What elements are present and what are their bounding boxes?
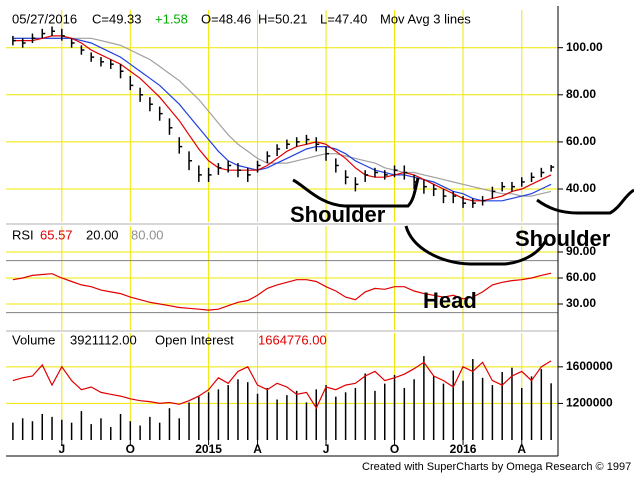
y-tick-label: 100.00 (566, 40, 603, 54)
y-tick-label: 30.00 (566, 296, 596, 310)
header-label: L=47.40 (320, 11, 367, 26)
header-label: 05/27/2016 (12, 11, 77, 26)
x-tick-label: 2016 (450, 442, 477, 456)
line-series (12, 272, 552, 311)
x-tick-label: A (517, 442, 526, 456)
header-label: 65.57 (40, 227, 73, 242)
grid-layer (6, 10, 558, 440)
header-label: +1.58 (155, 11, 188, 26)
header-label: Mov Avg 3 lines (380, 11, 471, 26)
x-tick-label: O (390, 442, 399, 456)
x-tick-label: O (126, 442, 135, 456)
hand-drawn-curve (292, 177, 420, 208)
y-tick-label: 60.00 (566, 270, 596, 284)
annotation: Head (423, 288, 477, 313)
header-label: 20.00 (86, 227, 119, 242)
header-label: Volume (12, 332, 55, 347)
header-label: H=50.21 (258, 11, 308, 26)
annotation: Shoulder (290, 202, 386, 227)
line-series (12, 37, 552, 202)
y-tick-label: 90.00 (566, 244, 596, 258)
y-tick-label: 80.00 (566, 87, 596, 101)
y-tick-label: 60.00 (566, 134, 596, 148)
line-series (12, 360, 552, 410)
line-series (12, 37, 552, 197)
y-tick-label: 1600000 (566, 359, 613, 373)
line-series (12, 35, 552, 202)
marks-layer: J O 2015 A J O 2016 A 05/27/2016 C=49.33 +1.58 O=48… (12, 11, 613, 456)
header-label: Open Interest (155, 332, 234, 347)
header-label: C=49.33 (92, 11, 142, 26)
hand-drawn-curve (536, 188, 634, 215)
x-tick-label: 2015 (195, 442, 222, 456)
x-tick-label: J (58, 442, 65, 456)
hand-drawn-curve (404, 225, 548, 266)
header-label: 80.00 (131, 227, 164, 242)
footer: Created with SuperCharts by Omega Resear… (362, 461, 631, 473)
x-tick-label: J (323, 442, 330, 456)
y-tick-label: 1200000 (566, 396, 613, 410)
annotation: Shoulder (515, 226, 611, 251)
header-label: 3921112.00 (70, 332, 137, 347)
header-label: 1664776.00 (258, 332, 327, 347)
x-tick-label: A (253, 442, 262, 456)
header-label: RSI (12, 227, 34, 242)
header-label: O=48.46 (201, 11, 251, 26)
y-tick-label: 40.00 (566, 181, 596, 195)
